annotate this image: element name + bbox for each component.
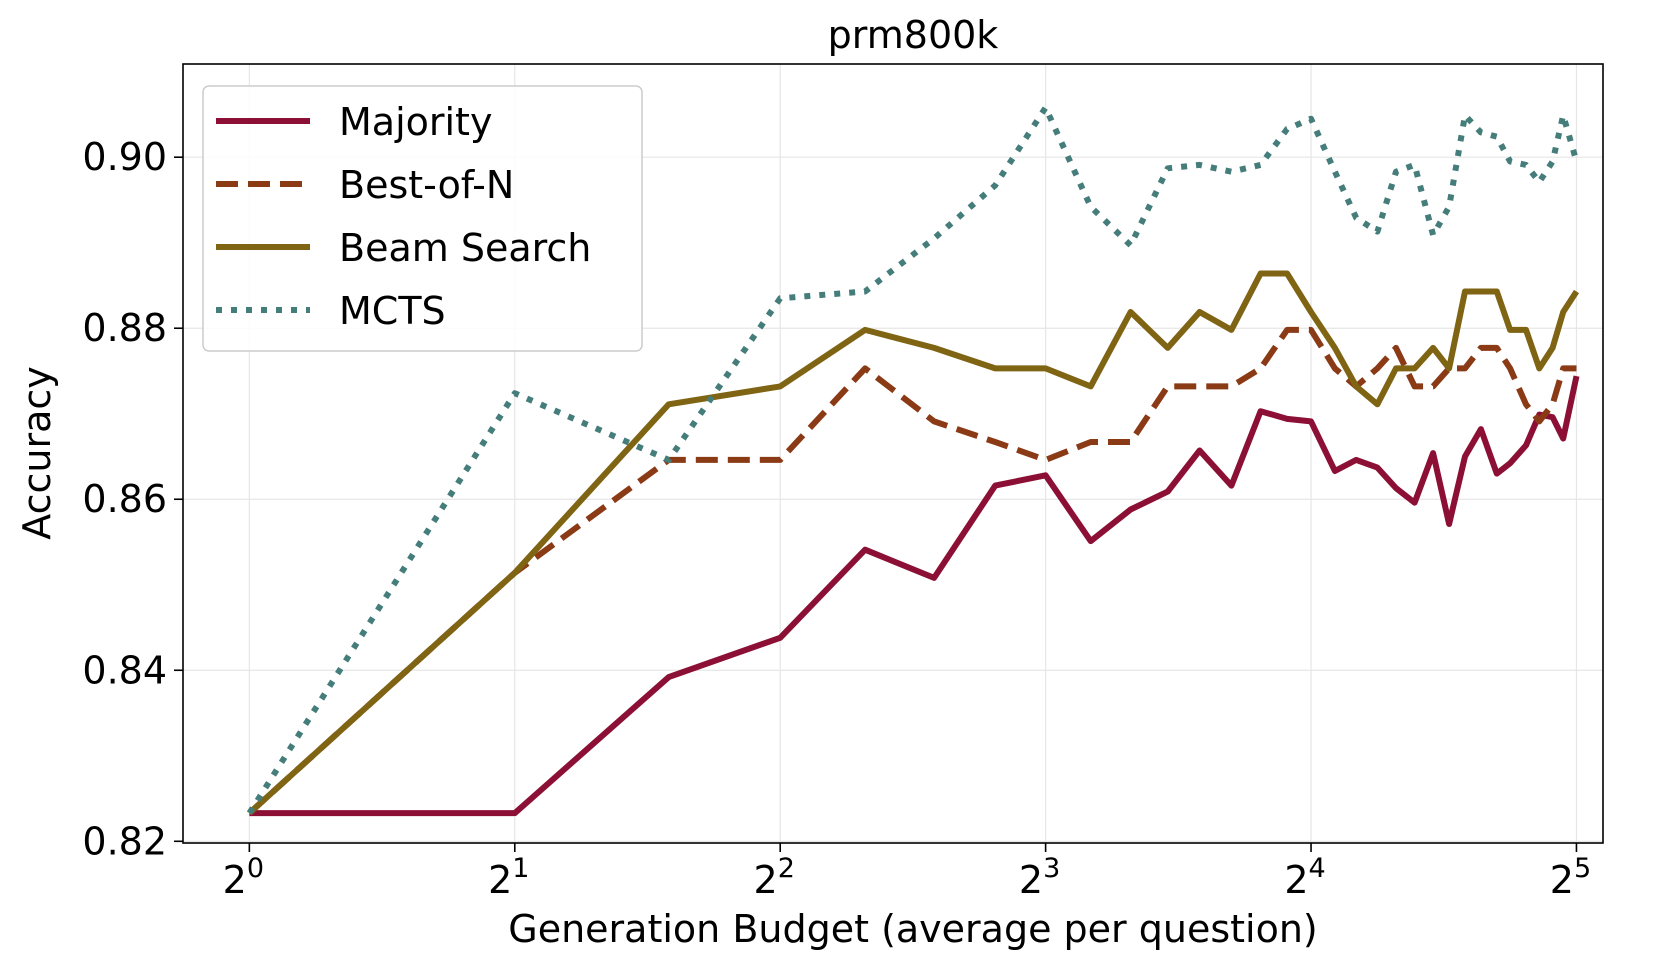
x-tick-exponent: 3 (1043, 853, 1060, 884)
legend-box (202, 85, 643, 352)
series-line-best-of-n (247, 326, 1577, 816)
legend: Majority Best-of-N Beam Search MCTS (202, 85, 643, 352)
x-tick-base: 2 (1550, 858, 1574, 902)
chart-title: prm800k (828, 13, 999, 57)
legend-label-beam-search: Beam Search (339, 226, 591, 270)
series-line-majority (249, 375, 1580, 817)
x-tick-exponent: 5 (1574, 853, 1591, 884)
y-tick-label: 0.88 (82, 306, 167, 350)
series-group (246, 104, 1580, 817)
x-tick-base: 2 (1019, 858, 1043, 902)
x-tick-exponent: 0 (247, 853, 264, 884)
x-tick-exponent: 1 (512, 853, 529, 884)
x-axis-label: Generation Budget (average per question) (508, 907, 1318, 951)
grid (183, 64, 1603, 843)
y-tick-label: 0.82 (82, 819, 167, 863)
x-tick-exponent: 4 (1309, 853, 1326, 884)
x-tick-label: 22 (754, 853, 795, 902)
x-tick-base: 2 (488, 858, 512, 902)
plot-frame (182, 63, 1604, 844)
x-tick-exponent: 2 (778, 853, 795, 884)
legend-label-mcts: MCTS (339, 289, 446, 333)
series-line-beam-search (247, 270, 1580, 816)
legend-label-majority: Majority (339, 100, 492, 144)
series-line-mcts (246, 104, 1580, 815)
x-tick-label: 25 (1550, 853, 1591, 902)
y-tick-label: 0.84 (82, 648, 167, 692)
x-tick-label: 20 (223, 853, 264, 902)
y-tick-label: 0.90 (82, 135, 167, 179)
x-tick-label: 21 (488, 853, 529, 902)
x-tick-base: 2 (1284, 858, 1308, 902)
legend-label-best-of-n: Best-of-N (339, 163, 514, 207)
x-tick-base: 2 (223, 858, 247, 902)
y-axis-label: Accuracy (15, 366, 59, 540)
x-tick-label: 24 (1284, 853, 1325, 902)
x-tick-label: 23 (1019, 853, 1060, 902)
y-tick-label: 0.86 (82, 477, 167, 521)
x-tick-base: 2 (754, 858, 778, 902)
